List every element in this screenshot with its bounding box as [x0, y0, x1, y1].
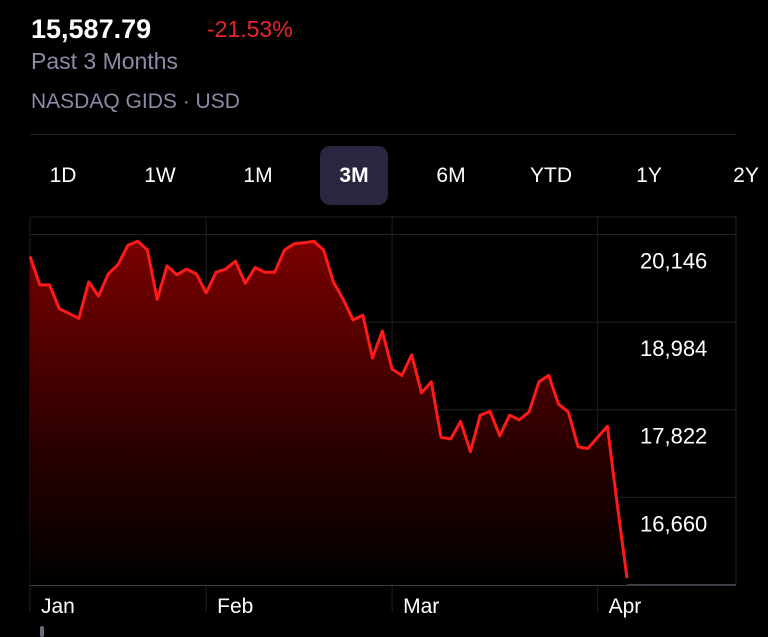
tab-1y[interactable]: 1Y	[636, 163, 662, 187]
tab-2y[interactable]: 2Y	[733, 163, 759, 187]
x-tick-label: Mar	[403, 595, 439, 618]
y-tick-label: 16,660	[640, 511, 707, 536]
period-label: Past 3 Months	[31, 48, 179, 74]
x-tick-label: Jan	[41, 595, 75, 618]
tab-6m[interactable]: 6M	[436, 163, 466, 187]
x-tick-label: Apr	[609, 595, 642, 618]
y-tick-label: 18,984	[640, 336, 707, 361]
exchange-currency: NASDAQ GIDS · USD	[31, 90, 240, 113]
price-line	[28, 239, 629, 579]
current-price: 15,587.79	[31, 14, 152, 44]
tab-1d[interactable]: 1D	[49, 163, 77, 187]
divider	[30, 134, 736, 135]
y-tick-label: 20,146	[640, 248, 707, 273]
price-area-fill	[30, 241, 627, 585]
percent-change: -21.53%	[207, 16, 293, 42]
tab-ytd[interactable]: YTD	[530, 163, 572, 187]
x-tick-label: Feb	[217, 595, 253, 618]
tab-1w[interactable]: 1W	[144, 163, 176, 187]
scroll-indicator	[40, 626, 44, 637]
tab-3m[interactable]: 3M	[320, 146, 388, 205]
y-tick-label: 17,822	[640, 424, 707, 449]
tab-1m[interactable]: 1M	[243, 163, 273, 187]
